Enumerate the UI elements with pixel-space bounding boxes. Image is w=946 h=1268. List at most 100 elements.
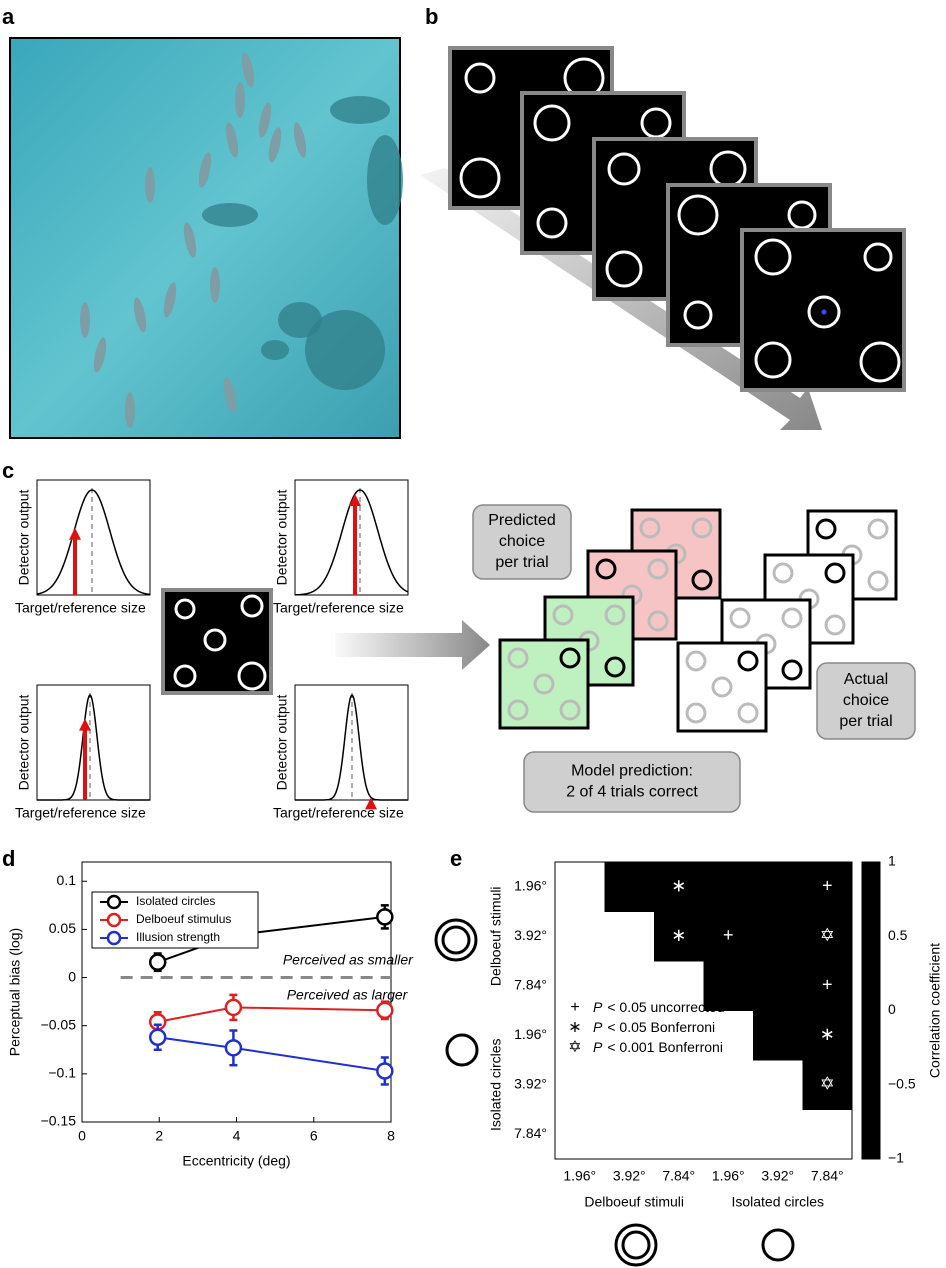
x-tick-label: 0 xyxy=(78,1128,86,1144)
fish xyxy=(258,102,272,138)
text-box xyxy=(472,504,572,580)
icon-circle xyxy=(621,1230,651,1260)
response-arrowhead xyxy=(79,718,91,731)
box-text: per trial xyxy=(495,554,548,571)
legend-text: < 0.05 Bonferroni xyxy=(607,1019,715,1035)
fish xyxy=(223,377,237,413)
response-arrowhead xyxy=(365,797,377,810)
y-tick-label: 0.1 xyxy=(57,872,77,888)
heatmap-cell xyxy=(802,961,853,1011)
fish xyxy=(163,282,177,318)
chosen-circle xyxy=(559,647,581,669)
colorbar-tick-label: −0.5 xyxy=(888,1075,916,1091)
significance-marker: ∗ xyxy=(671,876,686,896)
card-circle xyxy=(737,702,759,724)
card-circle xyxy=(781,607,803,629)
x-tick-label: 3.92° xyxy=(761,1168,794,1184)
stimulus xyxy=(161,588,273,695)
card-circle xyxy=(685,650,707,672)
card-circle xyxy=(711,676,733,698)
chosen-circle xyxy=(604,656,626,678)
significance-marker: ✡ xyxy=(770,1024,785,1044)
x-tick-label: 2 xyxy=(155,1128,163,1144)
data-point xyxy=(376,1001,394,1020)
y-axis-label: Perceptual bias (log) xyxy=(7,928,23,1056)
y-tick-label: 7.84° xyxy=(514,1125,547,1141)
legend-p: P xyxy=(593,1019,603,1035)
y-axis-label: Detector output xyxy=(16,490,32,586)
stimulus-circle xyxy=(173,664,197,688)
x-tick-label: 8 xyxy=(387,1128,395,1144)
stimulus-circle xyxy=(240,594,264,618)
legend-marker xyxy=(106,930,122,946)
significance-marker: ✡ xyxy=(622,876,637,896)
legend-text: < 0.05 uncorrected xyxy=(607,999,724,1015)
y-tick-label: −0.1 xyxy=(48,1065,76,1081)
stimulus-circle xyxy=(536,207,568,239)
card-circle xyxy=(604,604,626,626)
fish xyxy=(293,122,307,158)
colorbar-label: Correlation coefficient xyxy=(927,943,943,1078)
stimulus-circle xyxy=(464,62,496,94)
x-tick-label: 3.92° xyxy=(613,1168,646,1184)
legend-symbol: ✡ xyxy=(568,1039,581,1056)
fish xyxy=(210,267,220,303)
card-circle xyxy=(552,604,574,626)
fish xyxy=(93,337,107,373)
chosen-circle xyxy=(595,558,617,580)
panel-label: e xyxy=(450,846,462,871)
data-point xyxy=(224,1039,243,1057)
y-tick-label: 0 xyxy=(68,968,76,984)
heatmap-cell xyxy=(802,1010,853,1061)
box-text: Actual xyxy=(844,671,888,688)
y-tick-label: 3.92° xyxy=(514,1075,547,1091)
card-circle xyxy=(507,699,529,721)
fish xyxy=(198,152,212,188)
detector-axes xyxy=(36,684,151,801)
card-circle xyxy=(647,558,669,580)
heatmap-cell xyxy=(753,911,803,962)
stimulus-circle xyxy=(459,157,501,199)
response-arrowhead xyxy=(69,527,81,540)
detector-axes xyxy=(294,479,409,596)
y-tick-label: 3.92° xyxy=(514,927,547,943)
legend-label: P < 0.001 Bonferroni xyxy=(593,1039,723,1055)
card-circle xyxy=(685,702,707,724)
heatmap-cell xyxy=(703,862,754,912)
tuning-curve xyxy=(295,693,408,801)
legend-p: P xyxy=(593,1039,603,1055)
stimulus-circle xyxy=(605,250,643,288)
x-tick-label: 7.84° xyxy=(811,1168,844,1184)
reef xyxy=(278,302,322,338)
heatmap-cell xyxy=(753,862,803,912)
fish xyxy=(225,122,239,158)
stimulus-circle xyxy=(237,661,267,691)
chosen-circle xyxy=(737,650,759,672)
data-point xyxy=(148,953,167,971)
box-text: Predicted xyxy=(488,512,556,529)
heatmap-cell xyxy=(802,911,853,962)
target-circle xyxy=(807,295,841,329)
legend-text: < 0.001 Bonferroni xyxy=(607,1039,723,1055)
panel-label: a xyxy=(2,4,15,29)
box-text: choice xyxy=(499,533,545,550)
panel-label: d xyxy=(2,846,15,871)
reef xyxy=(305,310,385,390)
trial-card xyxy=(498,638,590,730)
stimulus-circle xyxy=(607,152,641,186)
x-tick-label: 6 xyxy=(310,1128,318,1144)
stimulus-circle xyxy=(859,341,901,383)
reef xyxy=(202,203,258,227)
card-circle xyxy=(867,518,889,540)
row-group-label: Isolated circles xyxy=(488,1038,504,1131)
box-text: choice xyxy=(843,692,889,709)
fish xyxy=(241,52,255,88)
response-arrowhead xyxy=(349,493,361,506)
significance-marker: ✡ xyxy=(820,925,835,945)
reef xyxy=(261,340,289,360)
heatmap-cell xyxy=(703,961,754,1011)
heatmap-cell xyxy=(753,1010,803,1061)
card-circle xyxy=(647,610,669,632)
